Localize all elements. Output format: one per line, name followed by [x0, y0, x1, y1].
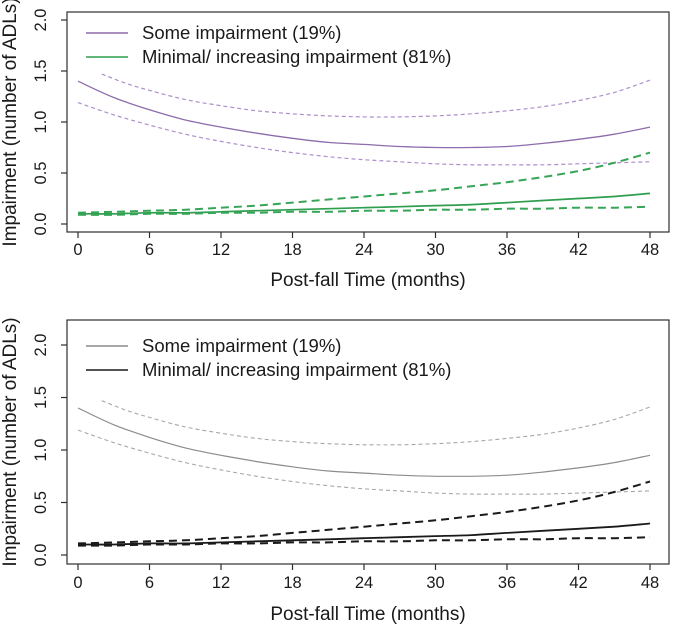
series-line-minimal-increasing-impairment-81-mean [77, 522, 651, 546]
x-tick-label: 30 [426, 241, 444, 259]
y-tick-label: 2.0 [32, 9, 50, 32]
legend: Some impairment (19%) Minimal/ increasing… [86, 335, 451, 380]
x-tick-label: 48 [641, 241, 659, 259]
series-group [77, 73, 651, 216]
x-tick-label: 12 [212, 241, 230, 259]
legend-label: Minimal/ increasing impairment (81%) [142, 46, 451, 67]
x-tick-label: 42 [569, 574, 587, 592]
y-tick-label: 0.5 [32, 162, 50, 185]
series-line-minimal-increasing-impairment-81-upper-95-ci [77, 151, 651, 214]
series-line-minimal-increasing-impairment-81-mean [77, 192, 651, 215]
legend-label: Some impairment (19%) [142, 335, 341, 356]
series-group [77, 400, 651, 547]
x-axis: 0 6 12 18 24 30 36 42 48 Post-fall Time (months) [73, 564, 659, 625]
x-tick-label: 18 [283, 574, 301, 592]
series-line-some-impairment-19-upper-95-ci [101, 73, 651, 118]
x-axis-title: Post-fall Time (months) [270, 270, 465, 291]
series-line-minimal-increasing-impairment-81-upper-95-ci [77, 480, 651, 545]
series-line-minimal-increasing-impairment-81-lower-95-ci [77, 205, 651, 216]
y-axis-title: Impairment (number of ADLs) [0, 317, 21, 566]
x-tick-label: 42 [569, 241, 587, 259]
y-tick-label: 1.0 [32, 111, 50, 134]
y-tick-label: 0.0 [32, 544, 50, 567]
x-tick-label: 48 [641, 574, 659, 592]
x-tick-label: 24 [355, 241, 373, 259]
y-tick-label: 0.0 [32, 213, 50, 236]
legend: Some impairment (19%) Minimal/ increasing… [86, 22, 451, 67]
series-line-some-impairment-19-mean [77, 407, 651, 477]
x-tick-label: 6 [145, 574, 154, 592]
series-line-some-impairment-19-lower-95-ci [77, 429, 651, 495]
x-axis-title: Post-fall Time (months) [270, 604, 465, 625]
panel-color-version: 0 6 12 18 24 30 36 42 48 Post-fall Time (months) 0… [0, 0, 674, 300]
y-tick-label: 1.0 [32, 439, 50, 462]
x-tick-label: 36 [498, 241, 516, 259]
series-line-minimal-increasing-impairment-81-lower-95-ci [77, 536, 651, 547]
y-axis: 0.0 0.5 1.0 1.5 2.0 Impairment (number of ADL… [0, 317, 67, 567]
series-line-some-impairment-19-mean [77, 80, 651, 149]
x-tick-label: 0 [73, 574, 82, 592]
x-axis: 0 6 12 18 24 30 36 42 48 Post-fall Time (months) [73, 232, 659, 291]
x-tick-label: 30 [426, 574, 444, 592]
x-tick-label: 0 [73, 241, 82, 259]
x-tick-label: 6 [145, 241, 154, 259]
y-axis: 0.0 0.5 1.0 1.5 2.0 Impairment (number of ADL… [0, 0, 67, 247]
y-tick-label: 0.5 [32, 491, 50, 514]
x-tick-label: 18 [283, 241, 301, 259]
plot-border [66, 319, 670, 565]
legend-label: Some impairment (19%) [142, 22, 341, 43]
x-tick-label: 24 [355, 574, 373, 592]
legend-label: Minimal/ increasing impairment (81%) [142, 359, 451, 380]
y-tick-label: 1.5 [32, 60, 50, 83]
y-tick-label: 1.5 [32, 386, 50, 409]
panel-grayscale-version: 0 6 12 18 24 30 36 42 48 Post-fall Time (months) 0… [0, 300, 674, 631]
series-line-some-impairment-19-lower-95-ci [77, 102, 651, 166]
y-axis-title: Impairment (number of ADLs) [0, 0, 21, 247]
x-tick-label: 12 [212, 574, 230, 592]
y-tick-label: 2.0 [32, 334, 50, 357]
x-tick-label: 36 [498, 574, 516, 592]
series-line-some-impairment-19-upper-95-ci [101, 400, 651, 446]
